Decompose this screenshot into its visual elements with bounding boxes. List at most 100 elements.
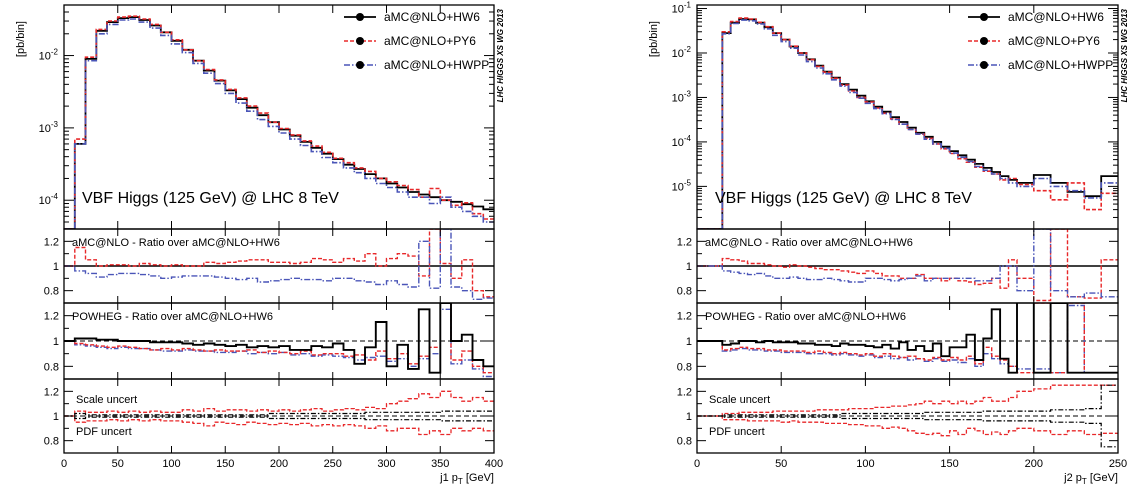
ratio-panel-2: POWHEG - Ratio over aMC@NLO+HW6 0.8 1 1.2: [44, 302, 495, 380]
x-tick-label: 250: [324, 458, 342, 470]
x-tick-label: 50: [775, 458, 787, 470]
pdf-band-low: [64, 415, 494, 422]
scale-label: Scale uncert: [76, 394, 137, 406]
legend-label: aMC@NLO+PY6: [1008, 34, 1100, 48]
ratio-y-tick-label: 0.8: [44, 436, 59, 448]
ratio-curves: [697, 229, 1118, 302]
ratio-panel-1: aMC@NLO - Ratio over aMC@NLO+HW6 0.8 1 1.2: [44, 228, 495, 304]
legend-label: aMC@NLO+HW6: [1008, 10, 1104, 24]
ratio2-label: POWHEG - Ratio over aMC@NLO+HW6: [705, 311, 906, 323]
ratio-y-tick-label: 0.8: [44, 286, 59, 298]
y-tick-label: 10-1: [672, 1, 692, 16]
y-tick-exponent: -3: [684, 89, 692, 98]
ratio2-label: POWHEG - Ratio over aMC@NLO+HW6: [72, 311, 273, 323]
main-curves: [64, 15, 494, 229]
y-tick-label: 10-2: [672, 45, 692, 60]
y-tick-exponent: -2: [51, 48, 59, 57]
y-tick-label: 10-4: [672, 134, 692, 149]
y-tick-exponent: -4: [51, 192, 59, 201]
legend-marker: [980, 13, 988, 21]
ratio-line-amc-nlo-py6: [64, 229, 494, 298]
ratio-line-amc-nlo-hwpp: [697, 229, 1118, 298]
scale-label: Scale uncert: [709, 394, 770, 406]
ratio-line-amc-nlo-py6: [697, 229, 1118, 302]
pdf-band-high: [697, 384, 1118, 417]
legend-marker: [356, 61, 364, 69]
ratio-curves: [64, 390, 494, 436]
x-tick-label: 350: [431, 458, 449, 470]
ratio-y-tick-label: 1.2: [44, 236, 59, 248]
y-tick-exponent: -4: [684, 134, 692, 143]
y-tick-label: 10-2: [39, 48, 59, 63]
y-tick-label: 10-3: [39, 120, 59, 135]
ratio-y-tick-label: 1.2: [677, 386, 692, 398]
ratio-y-tick-label: 0.8: [677, 361, 692, 373]
chart-title: VBF Higgs (125 GeV) @ LHC 8 TeV: [82, 190, 339, 207]
ratio-y-tick-label: 0.8: [44, 361, 59, 373]
y-axis-label: [pb/bin]: [648, 21, 660, 57]
x-tick-label: 250: [1109, 458, 1127, 470]
ratio-panel-3: Scale uncert PDF uncert 0.8 1 1.2 0 50 100 150 20…: [677, 378, 1127, 486]
ratio1-label: aMC@NLO - Ratio over aMC@NLO+HW6: [72, 237, 280, 249]
y-tick-label: 10-5: [672, 178, 692, 193]
legend-marker: [356, 13, 364, 21]
ratio-panel-3: Scale uncert PDF uncert 0.8 1 1.2 0 50 100 150 20…: [44, 378, 503, 486]
ratio-curves: [64, 303, 494, 378]
scale-band-high: [697, 384, 1118, 417]
chart-title: VBF Higgs (125 GeV) @ LHC 8 TeV: [715, 190, 972, 207]
legend-label: aMC@NLO+HWPP: [1008, 58, 1113, 72]
ratio-y-tick-label: 1: [686, 336, 692, 348]
x-tick-label: 100: [162, 458, 180, 470]
y-tick-label: 10-3: [672, 89, 692, 104]
legend-label: aMC@NLO+HWPP: [384, 58, 489, 72]
x-label-part: j1 p: [439, 472, 458, 484]
legend-marker: [980, 61, 988, 69]
ratio-y-tick-label: 1: [53, 261, 59, 273]
ratio-panel-2: POWHEG - Ratio over aMC@NLO+HW6 0.8 1 1.2: [677, 302, 1119, 380]
legend-label: aMC@NLO+PY6: [384, 34, 476, 48]
ratio-y-tick-label: 1: [686, 261, 692, 273]
x-axis-label: j2 pT [GeV]: [1063, 472, 1118, 486]
x-label-part: [GeV]: [463, 472, 494, 484]
x-axis-label: j1 pT [GeV]: [439, 472, 494, 486]
ratio-y-tick-label: 1.2: [44, 386, 59, 398]
ratio-y-tick-label: 1.2: [677, 236, 692, 248]
x-tick-label: 400: [485, 458, 503, 470]
series-line-amc-nlo-hwpp: [697, 19, 1118, 229]
legend-label: aMC@NLO+HW6: [384, 10, 480, 24]
ratio-y-tick-label: 1: [686, 411, 692, 423]
main-plot: 10-4 10-3 10-2 [pb/bin] VBF Higgs (125 GeV) …: [15, 4, 505, 230]
y-tick-exponent: -5: [684, 178, 692, 187]
x-tick-label: 200: [1025, 458, 1043, 470]
ratio-y-tick-label: 1: [53, 411, 59, 423]
y-axis-label: [pb/bin]: [15, 21, 27, 57]
scale-band-low: [697, 415, 1118, 437]
y-tick-label: 10-4: [39, 192, 59, 207]
ratio-line-amc-nlo-hwpp: [697, 304, 1118, 374]
ratio-line-amc-nlo-py6: [697, 303, 1118, 374]
ratio-y-tick-label: 1.2: [44, 311, 59, 323]
x-tick-label: 0: [694, 458, 700, 470]
x-label-part: j2 p: [1063, 472, 1082, 484]
x-tick-label: 200: [270, 458, 288, 470]
scale-band-low: [64, 415, 494, 436]
legend-marker: [980, 37, 988, 45]
ratio-line-amc-nlo-hw6: [64, 303, 494, 374]
ratio-y-tick-label: 0.8: [677, 286, 692, 298]
x-label-sub: T: [1082, 477, 1087, 486]
series-line-amc-nlo-py6: [64, 15, 494, 229]
watermark: LHC HIGGS XS WG 2013: [496, 8, 505, 102]
ratio-line-amc-nlo-hwpp: [64, 229, 494, 300]
y-tick-exponent: -3: [51, 120, 59, 129]
ratio-y-tick-label: 1: [53, 336, 59, 348]
x-tick-label: 150: [216, 458, 234, 470]
series-line-amc-nlo-hwpp: [64, 18, 494, 229]
panel-2: 10-510-410-310-210-1[pb/bin]VBF Higgs (1…: [648, 1, 1129, 486]
x-label-sub: T: [458, 477, 463, 486]
x-tick-label: 150: [940, 458, 958, 470]
ratio-line-amc-nlo-hw6: [697, 303, 1118, 374]
x-tick-label: 0: [61, 458, 67, 470]
main-plot: 10-5 10-4 10-3 10-2 10-1 [pb/bin] VBF Higgs (1…: [648, 1, 1129, 230]
x-tick-label: 300: [377, 458, 395, 470]
